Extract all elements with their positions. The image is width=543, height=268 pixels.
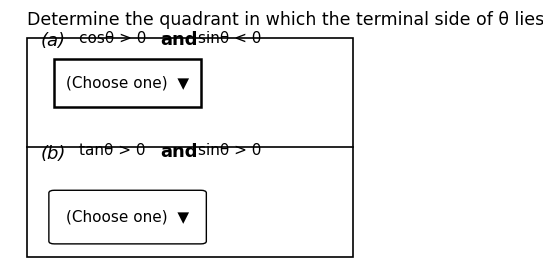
Text: (Choose one)  ▼: (Choose one) ▼ — [66, 76, 189, 91]
Text: (Choose one)  ▼: (Choose one) ▼ — [66, 210, 189, 225]
Text: cosθ > 0: cosθ > 0 — [79, 31, 146, 46]
Text: tanθ > 0: tanθ > 0 — [79, 143, 145, 158]
Text: sinθ > 0: sinθ > 0 — [198, 143, 262, 158]
Text: (a): (a) — [41, 32, 66, 50]
Bar — [54, 59, 201, 107]
Text: Determine the quadrant in which the terminal side of θ lies.: Determine the quadrant in which the term… — [27, 11, 543, 29]
Text: (b): (b) — [41, 145, 66, 163]
Text: and: and — [160, 31, 198, 49]
Text: sinθ < 0: sinθ < 0 — [198, 31, 262, 46]
Text: and: and — [160, 143, 198, 161]
Bar — [27, 38, 353, 257]
